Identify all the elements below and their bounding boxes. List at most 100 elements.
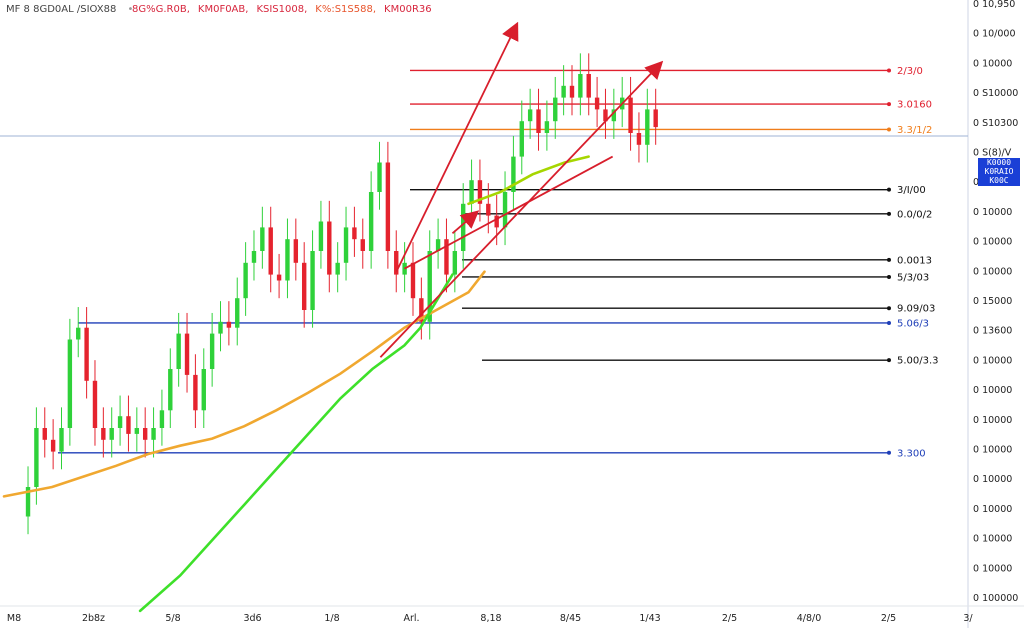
candle-body [168,369,173,411]
level-marker [887,358,891,363]
x-tick-label: 5/8 [165,613,180,624]
candle-body [50,439,56,452]
header-separator: • [127,4,134,15]
y-tick-label: 0 15000 [973,296,1012,307]
x-tick-label: 8,18 [480,613,501,624]
candle-body [276,274,282,281]
candle-body [76,327,81,340]
candle-body [410,262,416,299]
y-tick-label: 0 100000 [973,593,1018,604]
candle-body [444,239,449,275]
level-label: 3.0160 [897,100,932,111]
candle-body [134,428,140,434]
candle-body [611,109,617,122]
candle-body [42,428,47,440]
level-marker [887,68,891,73]
candle-body [335,262,340,275]
candle-body [226,321,232,328]
candle-body [469,180,474,204]
candle-body [193,374,198,411]
y-tick-label: 0 10000 [973,534,1012,545]
candle-body [209,333,215,369]
level-label: 3/I/00 [897,185,926,196]
y-tick-label: 0 10000 [973,563,1012,574]
candle-body [645,109,650,145]
candle-body [84,327,89,381]
candle-body [536,109,541,133]
header-symbol: MF 8 8GD0AL /SIOX88 • [6,4,133,15]
level-marker [887,187,891,192]
candle-body [653,109,658,128]
candle-body [553,97,558,122]
level-label: 0.0013 [897,255,932,266]
level-label: 9.09/03 [897,304,935,315]
candle-body [101,428,106,440]
y-tick-label: 0 10000 [973,445,1012,456]
level-marker [887,102,891,107]
level-label: 0.0/0/2 [897,209,932,220]
candle-body [327,221,332,275]
candle-body [251,251,257,263]
y-tick-label: 0 10000 [973,58,1012,69]
candle-body [184,333,190,375]
x-tick-label: 8/45 [560,613,581,624]
header-field: KM00R36 [384,4,432,15]
candle-body [151,428,156,440]
candle-body [452,251,458,275]
price-tag-line-3: K00C [989,176,1009,185]
candle-body [586,74,591,98]
candle-body [427,251,432,322]
level-marker [887,450,891,455]
candle-body [435,239,441,251]
level-label: 2/3/0 [897,66,923,77]
level-marker [887,274,891,279]
current-price-tag: K0000 K0RAIO K00C [978,158,1020,186]
level-marker [887,127,891,132]
y-tick-label: 0 10000 [973,474,1012,485]
candle-body [142,428,148,440]
header-field: KM0F0AB, [197,4,249,15]
moving-average-line [467,155,590,206]
level-marker [887,211,891,216]
header-field: 8G%G.R0B, [132,4,190,15]
candle-body [486,203,491,216]
candle-body [502,192,508,228]
x-tick-label: 4/8/0 [797,613,822,624]
candle-body [477,180,483,204]
candle-body [343,227,349,263]
symbol-text: MF 8 8GD0AL /SIOX88 [6,4,117,15]
candle-body [569,85,575,98]
candle-body [578,74,583,98]
candle-body [159,410,165,428]
level-label: 5/3/03 [897,272,929,283]
candle-body [67,339,73,428]
y-tick-label: 0 10000 [973,415,1012,426]
candle-body [494,215,499,228]
y-tick-label: 0 10,950 [973,0,1015,10]
candle-body [301,262,307,310]
trend-line [451,210,480,234]
candle-body [243,262,248,299]
x-tick-label: 2/5 [722,613,737,624]
candle-body [34,428,39,487]
candle-body [519,121,524,157]
y-tick-label: 0 S(8)/V [973,148,1012,159]
candle-body [92,380,98,428]
candle-body [117,416,123,428]
header-field: K%:S1S588, [315,4,377,15]
price-tag-line-2: K0RAIO [984,167,1014,176]
candle-body [176,333,181,369]
x-tick-label: 1/43 [639,613,660,624]
y-tick-label: 0 10000 [973,385,1012,396]
y-tick-label: 0 10000 [973,207,1012,218]
price-tag-line-1: K0000 [986,158,1012,167]
level-marker [887,306,891,311]
y-tick-label: 0 10000 [973,504,1012,515]
level-label: 5.06/3 [897,318,929,329]
trend-line [403,155,614,270]
candle-body [310,251,315,310]
moving-average-line [138,273,454,613]
candle-body [544,121,550,133]
level-label: 5.00/3.3 [897,356,939,367]
